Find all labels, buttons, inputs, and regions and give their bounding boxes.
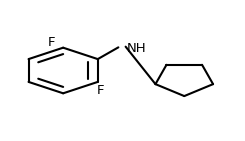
Text: NH: NH bbox=[127, 42, 147, 55]
Text: F: F bbox=[47, 36, 55, 49]
Text: F: F bbox=[97, 84, 104, 97]
